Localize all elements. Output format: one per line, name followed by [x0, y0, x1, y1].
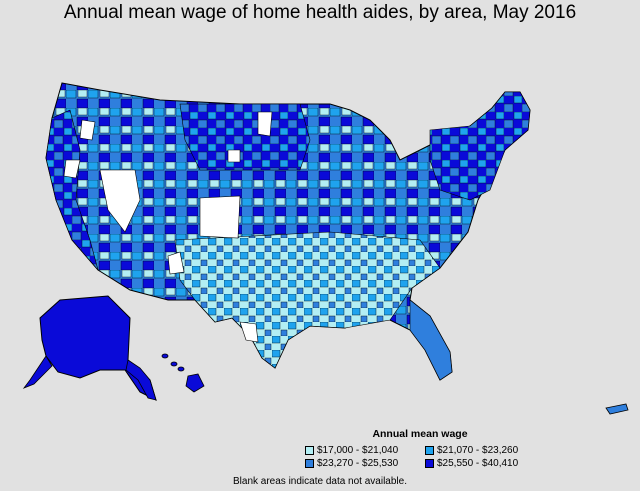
region-northeast — [429, 91, 531, 201]
legend-title: Annual mean wage — [372, 428, 468, 440]
blank-area — [99, 169, 141, 233]
legend-swatch — [305, 446, 314, 455]
blank-area — [63, 159, 81, 179]
map-title: Annual mean wage of home health aides, b… — [63, 2, 577, 23]
legend-label: $21,070 - $23,260 — [437, 445, 519, 456]
legend-label: $23,270 - $25,530 — [317, 458, 399, 469]
legend-swatch — [425, 459, 434, 468]
puerto-rico — [605, 403, 629, 415]
hawaii — [161, 353, 205, 393]
legend-item: $25,550 - $40,410 — [425, 458, 545, 469]
alaska-panhandle — [125, 359, 157, 401]
alaska — [39, 295, 157, 401]
alaska-peninsula — [22, 355, 53, 389]
region-florida — [409, 299, 453, 381]
blank-area — [227, 149, 241, 163]
legend-item: $23,270 - $25,530 — [305, 458, 425, 469]
legend-swatch — [305, 459, 314, 468]
blank-area — [257, 111, 273, 137]
legend-label: $25,550 - $40,410 — [437, 458, 519, 469]
blank-area — [167, 251, 185, 275]
region-west-coast — [45, 109, 99, 271]
blank-area — [239, 321, 259, 343]
legend-item: $21,070 - $23,260 — [425, 445, 545, 456]
blank-area — [79, 119, 96, 141]
legend: Annual mean wage $17,000 - $21,040 $21,0… — [305, 428, 545, 469]
region-south — [174, 231, 441, 369]
region-northern-plains — [179, 103, 311, 171]
legend-swatch — [425, 446, 434, 455]
legend-item: $17,000 - $21,040 — [305, 445, 425, 456]
blank-areas-note: Blank areas indicate data not available. — [232, 476, 407, 487]
blank-area — [199, 195, 241, 239]
legend-label: $17,000 - $21,040 — [317, 445, 399, 456]
